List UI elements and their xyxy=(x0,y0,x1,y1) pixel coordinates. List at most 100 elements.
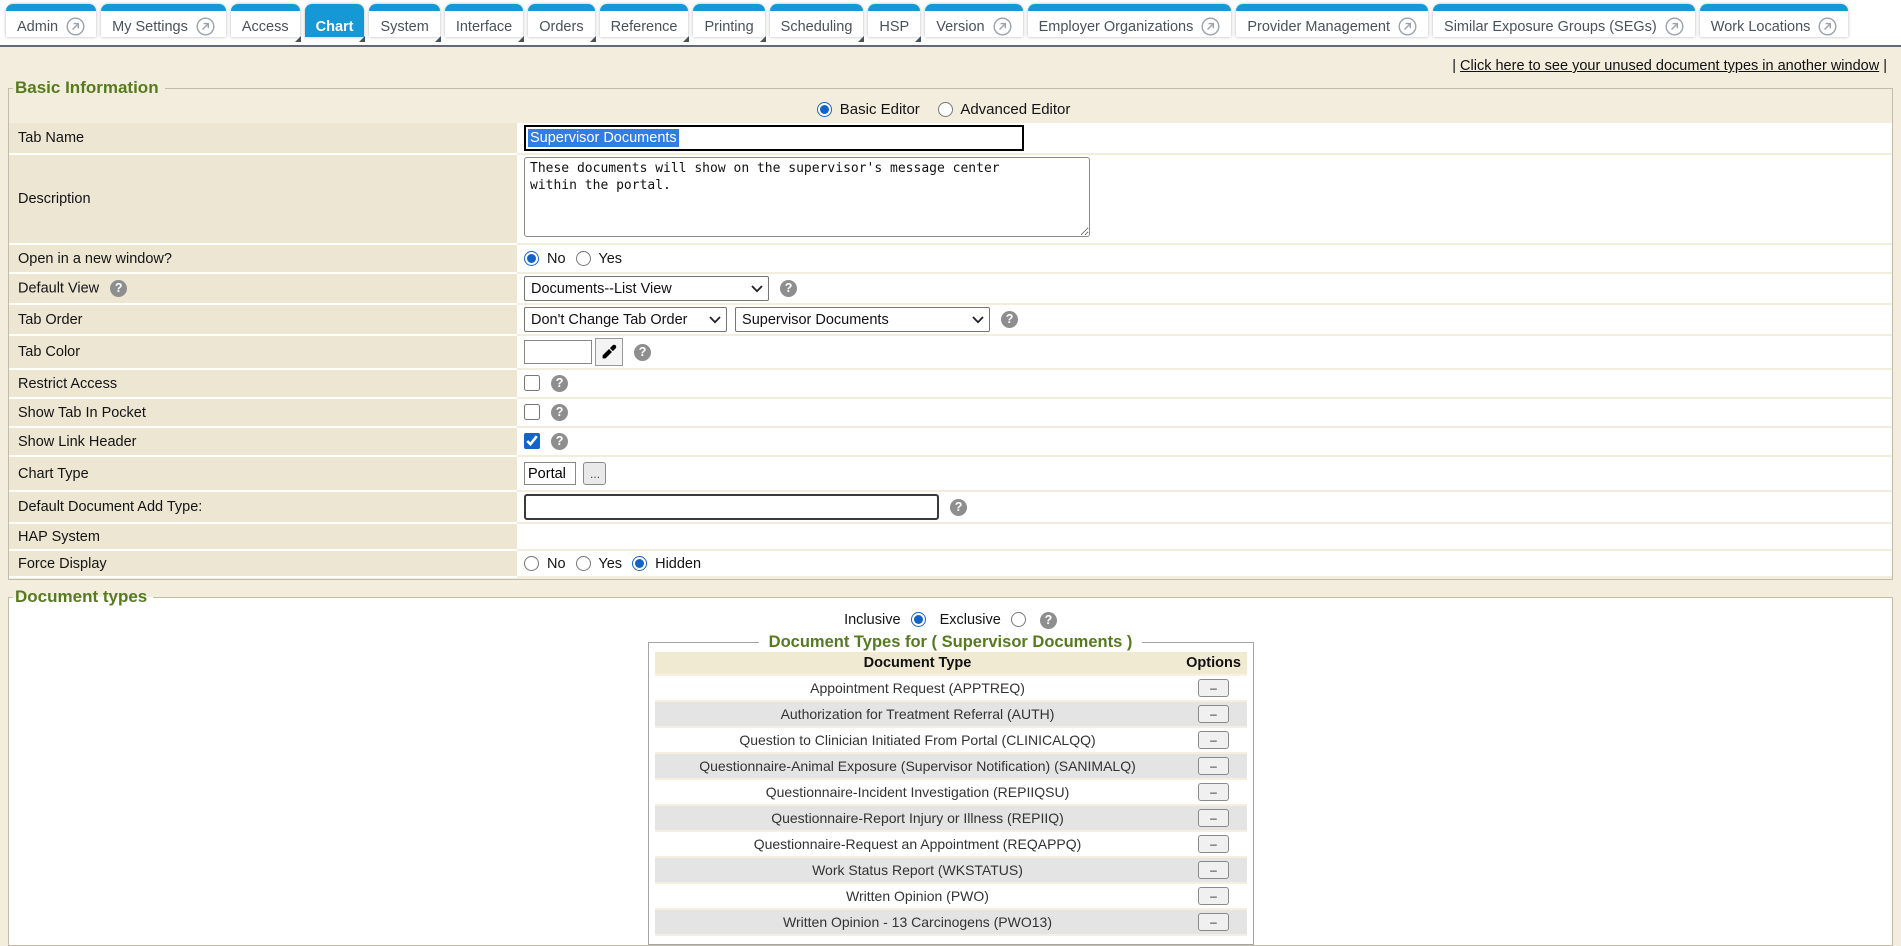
form-row-show-link-header: Show Link Header ? xyxy=(9,427,1892,457)
restrict-access-checkbox[interactable] xyxy=(524,374,540,391)
remove-document-type-button[interactable]: – xyxy=(1198,861,1229,879)
open-new-window-icon[interactable] xyxy=(993,17,1012,36)
document-types-header-row: Document Type Options xyxy=(654,652,1247,676)
eyedropper-button[interactable] xyxy=(595,338,624,366)
open-new-window-icon[interactable] xyxy=(1201,17,1220,36)
tab-name-input[interactable]: Supervisor Documents xyxy=(524,125,1024,151)
tab-label: Provider Management xyxy=(1247,18,1391,35)
field-label-default-view: Default View ? xyxy=(9,273,517,305)
tab-label: Interface xyxy=(455,18,513,35)
field-tab-color: ? xyxy=(517,335,1892,370)
tab-system[interactable]: System xyxy=(369,4,442,42)
open-new-window-icon[interactable] xyxy=(1665,17,1684,36)
field-show-link-header: ? xyxy=(517,427,1892,457)
inclusive-radio[interactable] xyxy=(910,612,926,628)
form-row-tab-order: Tab Order Don't Change Tab Order Supervi… xyxy=(9,304,1892,336)
default-document-add-type-help-icon[interactable]: ? xyxy=(950,498,968,516)
show-tab-in-pocket-help-icon[interactable]: ? xyxy=(551,404,569,422)
document-types-title: Document types xyxy=(15,587,148,606)
force-display-no-radio[interactable] xyxy=(524,555,539,571)
remove-document-type-button[interactable]: – xyxy=(1198,835,1229,853)
show-link-header-help-icon[interactable]: ? xyxy=(551,433,569,451)
tab-label: Admin xyxy=(17,18,59,35)
unused-document-types-link[interactable]: Click here to see your unused document t… xyxy=(1460,58,1880,74)
remove-document-type-button[interactable]: – xyxy=(1198,809,1229,827)
tab-reference[interactable]: Reference xyxy=(599,4,690,42)
tab-order-position-select[interactable]: Supervisor Documents xyxy=(735,307,991,332)
force-display-hidden-label: Hidden xyxy=(655,555,702,572)
tab-label: Version xyxy=(936,18,985,35)
remove-document-type-button[interactable]: – xyxy=(1198,757,1229,775)
form-row-force-display: Force Display No Yes Hidden xyxy=(9,550,1892,578)
remove-document-type-button[interactable]: – xyxy=(1198,887,1229,905)
show-tab-in-pocket-checkbox[interactable] xyxy=(524,403,540,420)
tab-color-help-icon[interactable]: ? xyxy=(634,343,652,361)
open-new-window-icon[interactable] xyxy=(1818,17,1837,36)
pipe-right: | xyxy=(1883,58,1887,74)
remove-document-type-button[interactable]: – xyxy=(1198,679,1229,697)
chart-type-browse-button[interactable]: ... xyxy=(583,462,607,485)
form-row-default-document-add-type: Default Document Add Type: ? xyxy=(9,491,1892,524)
open-new-window-icon[interactable] xyxy=(196,17,215,36)
tab-work-locations[interactable]: Work Locations xyxy=(1699,4,1849,37)
basic-editor-radio[interactable] xyxy=(816,102,832,117)
form-row-description: Description These documents will show on… xyxy=(9,154,1892,245)
table-row: Authorization for Treatment Referral (AU… xyxy=(654,701,1247,728)
open-new-window-no-radio[interactable] xyxy=(524,250,539,266)
form-row-tab-name: Tab Name Supervisor Documents xyxy=(9,123,1892,155)
tab-my-settings[interactable]: My Settings xyxy=(101,4,226,37)
exclusive-radio[interactable] xyxy=(1010,612,1026,628)
field-default-document-add-type: ? xyxy=(517,491,1892,524)
tab-scheduling[interactable]: Scheduling xyxy=(769,4,865,42)
tab-provider-management[interactable]: Provider Management xyxy=(1236,4,1429,37)
field-open-in-new-window: No Yes xyxy=(517,244,1892,274)
tab-label: System xyxy=(380,18,429,35)
show-link-header-checkbox[interactable] xyxy=(524,432,540,449)
inclusive-exclusive-row: Inclusive Exclusive ? xyxy=(9,607,1892,631)
open-new-window-icon[interactable] xyxy=(1398,17,1417,36)
description-textarea[interactable]: These documents will show on the supervi… xyxy=(524,157,1090,237)
tab-admin[interactable]: Admin xyxy=(6,4,97,37)
default-document-add-type-input[interactable] xyxy=(524,494,939,520)
remove-document-type-button[interactable]: – xyxy=(1198,705,1229,723)
open-new-window-yes-label: Yes xyxy=(598,250,623,267)
document-type-name: Questionnaire-Report Injury or Illness (… xyxy=(654,805,1181,832)
tab-label: Printing xyxy=(704,18,754,35)
chevron-down-icon xyxy=(972,315,984,324)
force-display-yes-radio[interactable] xyxy=(575,555,591,571)
tab-printing[interactable]: Printing xyxy=(693,4,766,42)
advanced-editor-radio[interactable] xyxy=(937,102,953,117)
tab-orders[interactable]: Orders xyxy=(528,4,596,42)
remove-document-type-button[interactable]: – xyxy=(1198,731,1229,749)
tab-order-action-select[interactable]: Don't Change Tab Order xyxy=(524,307,727,332)
remove-document-type-button[interactable]: – xyxy=(1198,783,1229,801)
inclusive-exclusive-help-icon[interactable]: ? xyxy=(1039,612,1057,629)
tab-access[interactable]: Access xyxy=(230,4,301,42)
default-view-select[interactable]: Documents--List View xyxy=(524,276,769,301)
inclusive-label: Inclusive xyxy=(844,612,901,629)
force-display-hidden-radio[interactable] xyxy=(632,555,648,571)
tab-employer-organizations[interactable]: Employer Organizations xyxy=(1027,4,1232,37)
basic-information-form: Tab Name Supervisor Documents Descriptio… xyxy=(9,123,1892,578)
open-new-window-icon[interactable] xyxy=(66,17,85,36)
exclusive-label: Exclusive xyxy=(939,612,1001,629)
open-new-window-yes-radio[interactable] xyxy=(575,250,591,266)
document-type-name: Work Status Report (WKSTATUS) xyxy=(654,857,1181,884)
tab-version[interactable]: Version xyxy=(925,4,1023,37)
default-view-help-icon[interactable]: ? xyxy=(780,280,798,297)
chart-type-input[interactable] xyxy=(524,462,576,485)
default-view-label-help-icon[interactable]: ? xyxy=(110,280,128,297)
field-label-tab-name: Tab Name xyxy=(9,123,517,155)
tab-chart[interactable]: Chart xyxy=(304,4,366,42)
restrict-access-help-icon[interactable]: ? xyxy=(551,375,569,393)
tab-color-input[interactable] xyxy=(524,340,592,364)
advanced-editor-label: Advanced Editor xyxy=(960,101,1071,118)
tab-similar-exposure-groups[interactable]: Similar Exposure Groups (SEGs) xyxy=(1433,4,1695,37)
tab-interface[interactable]: Interface xyxy=(444,4,525,42)
field-label-restrict-access: Restrict Access xyxy=(9,369,517,399)
form-row-chart-type: Chart Type ... xyxy=(9,456,1892,492)
tab-hsp[interactable]: HSP xyxy=(868,4,922,42)
remove-document-type-button[interactable]: – xyxy=(1198,913,1229,931)
tab-order-position-selected: Supervisor Documents xyxy=(742,311,889,328)
tab-order-help-icon[interactable]: ? xyxy=(1001,311,1019,328)
